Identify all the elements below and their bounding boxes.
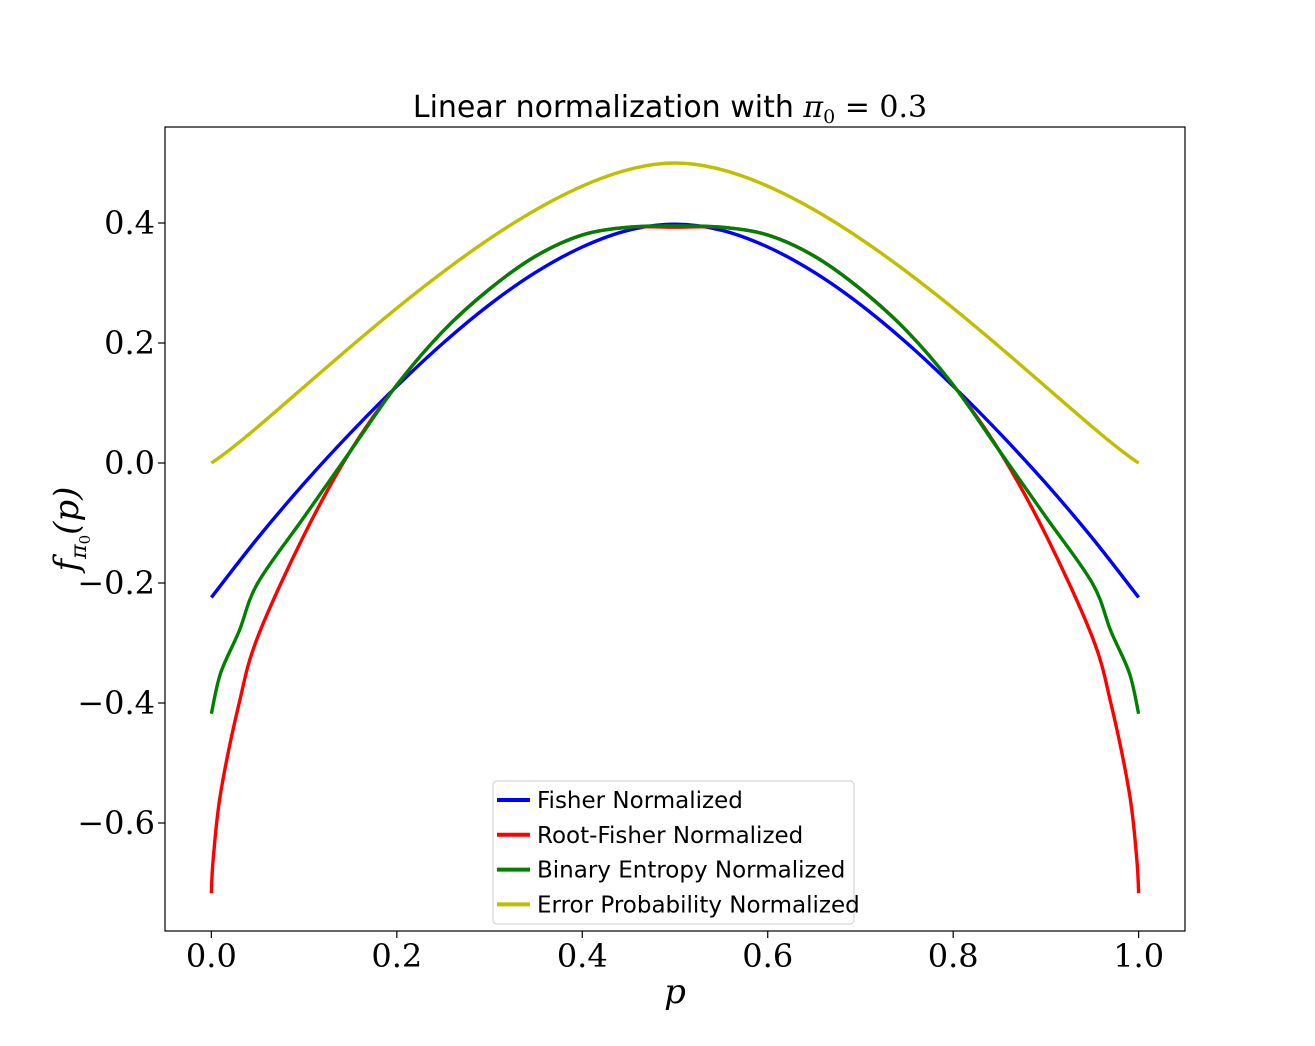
series-line-error-probability-normalized: [210, 161, 1140, 465]
y-axis-label-sub-symbol: π: [67, 544, 92, 560]
y-tick-label: −0.6: [77, 804, 155, 842]
x-tick-label: 0.0: [186, 937, 237, 975]
legend-label-fisher-normalized: Fisher Normalized: [537, 788, 743, 814]
y-tick-label: 0.4: [104, 204, 155, 242]
y-axis-label-arg: (p): [47, 487, 87, 535]
y-axis-label-sub-index: 0: [76, 535, 94, 545]
chart-title-subscript: 0: [823, 106, 835, 128]
series-line-binary-entropy-normalized: [209, 224, 1141, 715]
chart-title-suffix: = 0.3: [835, 90, 927, 125]
y-tick-label: 0.2: [104, 324, 155, 362]
x-axis-label: p: [664, 972, 686, 1012]
legend-label-binary-entropy-normalized: Binary Entropy Normalized: [537, 858, 845, 884]
x-tick-label: 0.4: [557, 937, 608, 975]
y-axis-label: fπ0(p): [47, 487, 94, 575]
chart-title-prefix: Linear normalization with: [413, 90, 804, 125]
y-tick-label: 0.0: [104, 444, 155, 482]
series-layer: [209, 161, 1141, 894]
legend-label-root-fisher-normalized: Root-Fisher Normalized: [537, 823, 803, 849]
legend-box: [492, 780, 855, 925]
chart-title: Linear normalization with π0 = 0.3: [413, 90, 927, 128]
x-tick-label: 0.6: [742, 937, 793, 975]
x-tick-label: 1.0: [1113, 937, 1164, 975]
chart-title-symbol: π: [802, 90, 824, 125]
series-line-fisher-normalized: [210, 222, 1140, 599]
legend: Fisher Normalized Root-Fisher Normalized B…: [492, 780, 860, 925]
y-tick-label: −0.4: [77, 684, 155, 722]
plot-frame: [164, 126, 1186, 932]
y-tick-label: −0.2: [77, 564, 155, 602]
legend-label-error-probability-normalized: Error Probability Normalized: [537, 892, 860, 918]
tick-layer: 0.0 0.2 0.4 0.6 0.8 1.0 0.4 0.2 0.0 −0.2 −0.4 −0.6: [77, 204, 1164, 975]
x-tick-label: 0.2: [371, 937, 422, 975]
x-tick-label: 0.8: [928, 937, 979, 975]
